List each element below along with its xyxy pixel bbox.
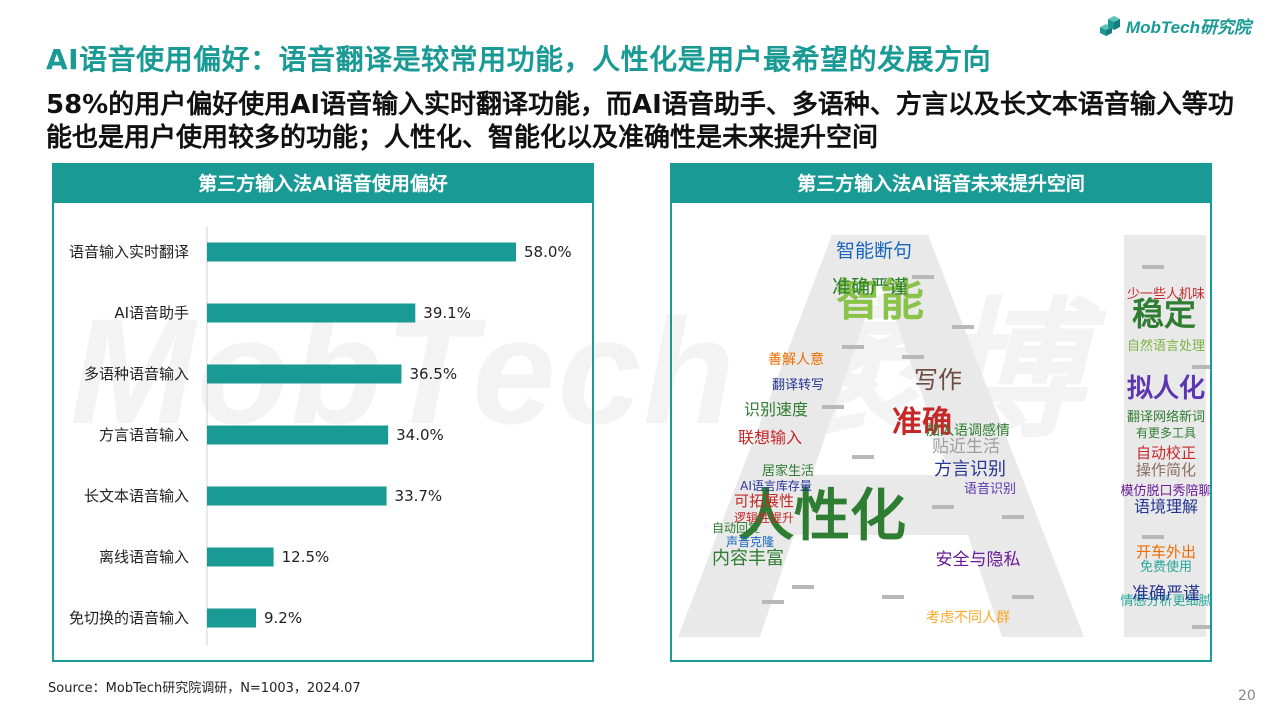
wordcloud-filler-mark <box>1192 365 1210 369</box>
wordcloud-word: 有更多工具 <box>1136 426 1196 440</box>
wordcloud-word: AI语言库存量 <box>740 478 812 493</box>
bar <box>207 425 389 445</box>
bar <box>207 547 274 567</box>
wordcloud-filler-mark <box>852 455 874 459</box>
wordcloud-word: 情感分析更细腻 <box>1120 593 1210 609</box>
improvement-space-title: 第三方输入法AI语音未来提升空间 <box>672 165 1210 203</box>
wordcloud-word: 加入语调感情 <box>926 422 1010 439</box>
wordcloud-word: 模仿脱口秀陪聊 <box>1120 484 1210 499</box>
wordcloud-word: 稳定 <box>1132 295 1196 333</box>
value-label: 9.2% <box>264 609 302 627</box>
category-label: 免切换的语音输入 <box>69 609 189 627</box>
usage-preference-bar-chart: 语音输入实时翻译 58.0% AI语音助手 39.1% 多语种语音输入 36.5% 方言语音… <box>69 227 572 645</box>
wordcloud-filler-mark <box>1002 515 1024 519</box>
category-label: 多语种语音输入 <box>84 365 189 383</box>
wordcloud-word: 准确 <box>892 405 952 440</box>
wordcloud-word: 自然语言处理 <box>1127 338 1205 354</box>
wordcloud-word: 写作 <box>914 366 962 394</box>
wordcloud-word: 准确严谨 <box>832 276 908 298</box>
wordcloud-filler-mark <box>792 585 814 589</box>
wordcloud-letter-a <box>678 235 1084 637</box>
category-label: 长文本语音输入 <box>84 487 189 505</box>
wordcloud-word: 自动回复 <box>712 521 760 535</box>
wordcloud-word: 识别速度 <box>744 400 808 419</box>
wordcloud-word: 少一些人机味 <box>1127 287 1205 302</box>
wordcloud-filler-mark <box>932 505 954 509</box>
bar <box>207 608 257 628</box>
wordcloud-filler-mark <box>842 345 864 349</box>
wordcloud-word: 联想输入 <box>738 428 802 447</box>
bar <box>207 486 387 506</box>
wordcloud-word: 智能断句 <box>836 240 912 262</box>
wordcloud-word: 可拓展性 <box>734 492 794 510</box>
bar <box>207 242 516 262</box>
wordcloud-filler-mark <box>762 600 784 604</box>
wordcloud-filler-mark <box>822 405 844 409</box>
page-subtitle: 58%的用户偏好使用AI语音输入实时翻译功能，而AI语音助手、多语种、方言以及长… <box>46 90 1234 153</box>
wordcloud-word: 翻译网络新词 <box>1127 409 1205 425</box>
wordcloud-filler-mark <box>1192 625 1210 629</box>
wordcloud-word: 善解人意 <box>768 351 824 368</box>
value-label: 12.5% <box>282 548 330 566</box>
wordcloud-filler-mark <box>902 355 924 359</box>
wordcloud-filler-mark <box>912 275 934 279</box>
wordcloud-word: 考虑不同人群 <box>926 610 1010 626</box>
value-label: 34.0% <box>396 426 444 444</box>
wordcloud-word: 自动校正 <box>1136 444 1196 462</box>
wordcloud-word: 语音识别 <box>964 481 1016 497</box>
wordcloud-word: 智能 <box>836 275 924 326</box>
wordcloud-word: 声音克隆 <box>726 534 774 549</box>
source-note: Source：MobTech研究院调研，N=1003，2024.07 <box>48 681 361 696</box>
wordcloud-word: 居家生活 <box>762 463 814 479</box>
wordcloud-filler-mark <box>952 325 974 329</box>
wordcloud-word: 方言识别 <box>934 459 1006 480</box>
wordcloud-filler-mark <box>1142 535 1164 539</box>
wordcloud-word: 安全与隐私 <box>936 550 1021 570</box>
wordcloud-filler-mark <box>1012 595 1034 599</box>
wordcloud-word: 准确严谨 <box>1132 584 1200 604</box>
wordcloud-letter-i <box>1124 235 1206 637</box>
wordcloud-filler-mark <box>1142 265 1164 269</box>
bar <box>207 303 416 323</box>
logo-text: MobTech研究院 <box>1126 17 1251 37</box>
wordcloud-word: 操作简化 <box>1136 461 1196 479</box>
wordcloud-word: 内容丰富 <box>712 548 784 569</box>
wordcloud-word: 开车外出 <box>1136 543 1196 561</box>
category-label: 离线语音输入 <box>99 548 189 566</box>
value-label: 33.7% <box>395 487 443 505</box>
category-label: 语音输入实时翻译 <box>69 243 189 261</box>
value-label: 39.1% <box>423 304 471 322</box>
wordcloud-word: 逻辑性提升 <box>734 510 794 525</box>
improvement-space-panel: 第三方输入法AI语音未来提升空间 人性化 智能 准确 稳定 拟人化 写作 智能断句 准确严谨方… <box>670 163 1212 662</box>
logo-cubes-icon <box>1100 16 1120 36</box>
wordcloud-word: 贴近生活 <box>932 437 1000 457</box>
page-title: AI语音使用偏好：语音翻译是较常用功能，人性化是用户最希望的发展方向 <box>46 43 992 76</box>
wordcloud-word: 翻译转写 <box>772 378 824 393</box>
wordcloud-word: 人性化 <box>738 484 906 549</box>
brand-logo: MobTech研究院 <box>1098 10 1251 40</box>
value-label: 58.0% <box>524 243 572 261</box>
wordcloud-word: 拟人化 <box>1127 374 1205 404</box>
wordcloud-filler-mark <box>882 595 904 599</box>
category-label: AI语音助手 <box>114 304 189 322</box>
wordcloud-word: 免费使用 <box>1140 559 1192 575</box>
usage-preference-panel: 第三方输入法AI语音使用偏好 语音输入实时翻译 58.0% AI语音助手 39.1% 多… <box>52 163 594 662</box>
usage-preference-title: 第三方输入法AI语音使用偏好 <box>54 165 592 203</box>
category-label: 方言语音输入 <box>99 426 189 444</box>
page-number: 20 <box>1238 688 1256 704</box>
wordcloud-word: 语境理解 <box>1134 497 1198 516</box>
value-label: 36.5% <box>409 365 457 383</box>
bar <box>207 364 402 384</box>
